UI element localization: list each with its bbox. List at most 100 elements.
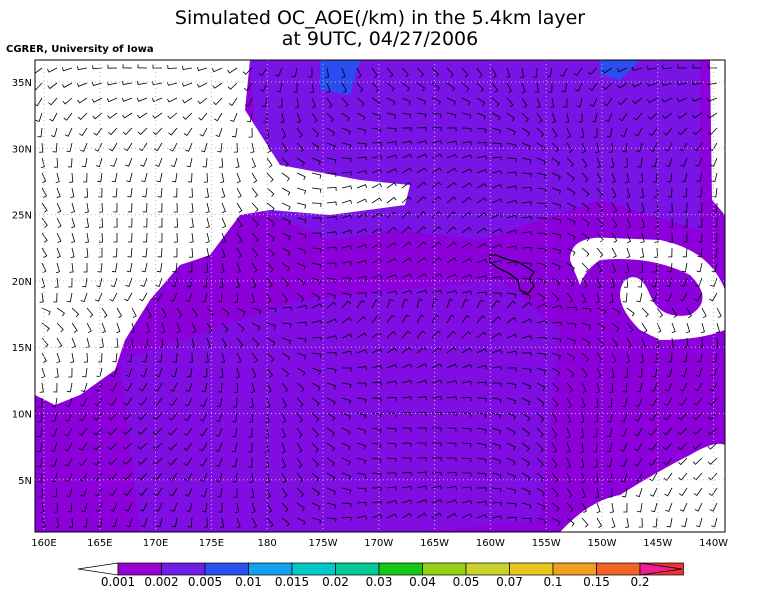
barb [356,198,368,204]
barb [416,427,427,432]
barb [127,352,133,363]
barb [220,172,225,183]
barb [121,97,133,102]
barb [634,127,643,137]
barb [491,412,502,419]
barb [446,347,457,354]
barb [341,367,352,372]
barb [662,442,673,451]
barb [139,502,148,512]
barb [521,231,532,236]
barb [576,97,583,108]
barb [35,67,43,74]
barb [649,397,658,407]
barb [640,247,645,258]
barb [311,157,321,165]
barb [326,457,335,467]
barb [123,487,133,497]
barb [98,232,104,243]
barb [521,427,530,437]
barb [341,472,351,480]
barb [356,276,367,281]
barb [696,262,703,273]
barb [650,292,658,303]
barb [581,382,587,393]
map [34,59,726,533]
barb [574,82,583,92]
barb [707,442,718,450]
barb [296,202,307,209]
map-frame [34,59,726,533]
barb [266,262,274,273]
barb [236,307,246,316]
barb [326,277,337,284]
barb [173,232,178,243]
barb [122,80,133,85]
barb [246,112,253,123]
barb [446,226,457,234]
barb [230,112,238,122]
barb [78,457,88,467]
barb [341,229,353,234]
barb [264,442,269,453]
barb [54,277,59,288]
barb [678,487,688,497]
barb [311,172,322,179]
barb [371,112,381,120]
barb [696,517,703,528]
barb [476,82,484,93]
barb [700,322,705,334]
barb [476,331,487,339]
barb [341,487,352,494]
barb [416,499,428,504]
barb [171,277,178,288]
barb [341,277,352,282]
barb [551,157,561,167]
barb [401,97,411,106]
barb [386,182,397,189]
barb [371,442,382,449]
barb [56,352,61,364]
barb [431,140,442,145]
barb [446,314,455,324]
barb [231,442,238,453]
barb [122,427,133,435]
barb [140,157,148,167]
barb [678,142,688,152]
barb [281,142,288,153]
barb [416,512,427,519]
barb [65,472,73,482]
barb [668,202,673,213]
barb [566,487,573,498]
barb [296,142,305,153]
barb [506,229,518,234]
barb [446,167,457,174]
barb [476,183,487,189]
barb [536,172,547,179]
barb [519,67,524,78]
barb [281,187,291,196]
barb [611,217,618,228]
barb [579,427,584,438]
barb [491,67,497,79]
barb [648,442,658,451]
barb [506,171,517,176]
barb [122,442,133,450]
barb [35,82,43,91]
barb [491,397,502,404]
barb [386,274,398,279]
barb [461,314,471,324]
barb [167,97,178,103]
barb [311,303,322,309]
barb [341,412,351,420]
barb [461,486,472,491]
barb [566,367,575,378]
barb [235,277,240,288]
barb [107,64,118,69]
barb [371,365,382,370]
barb [611,247,617,258]
barb [311,262,322,269]
barb [431,314,440,324]
barb [71,322,78,333]
barb [231,457,238,468]
